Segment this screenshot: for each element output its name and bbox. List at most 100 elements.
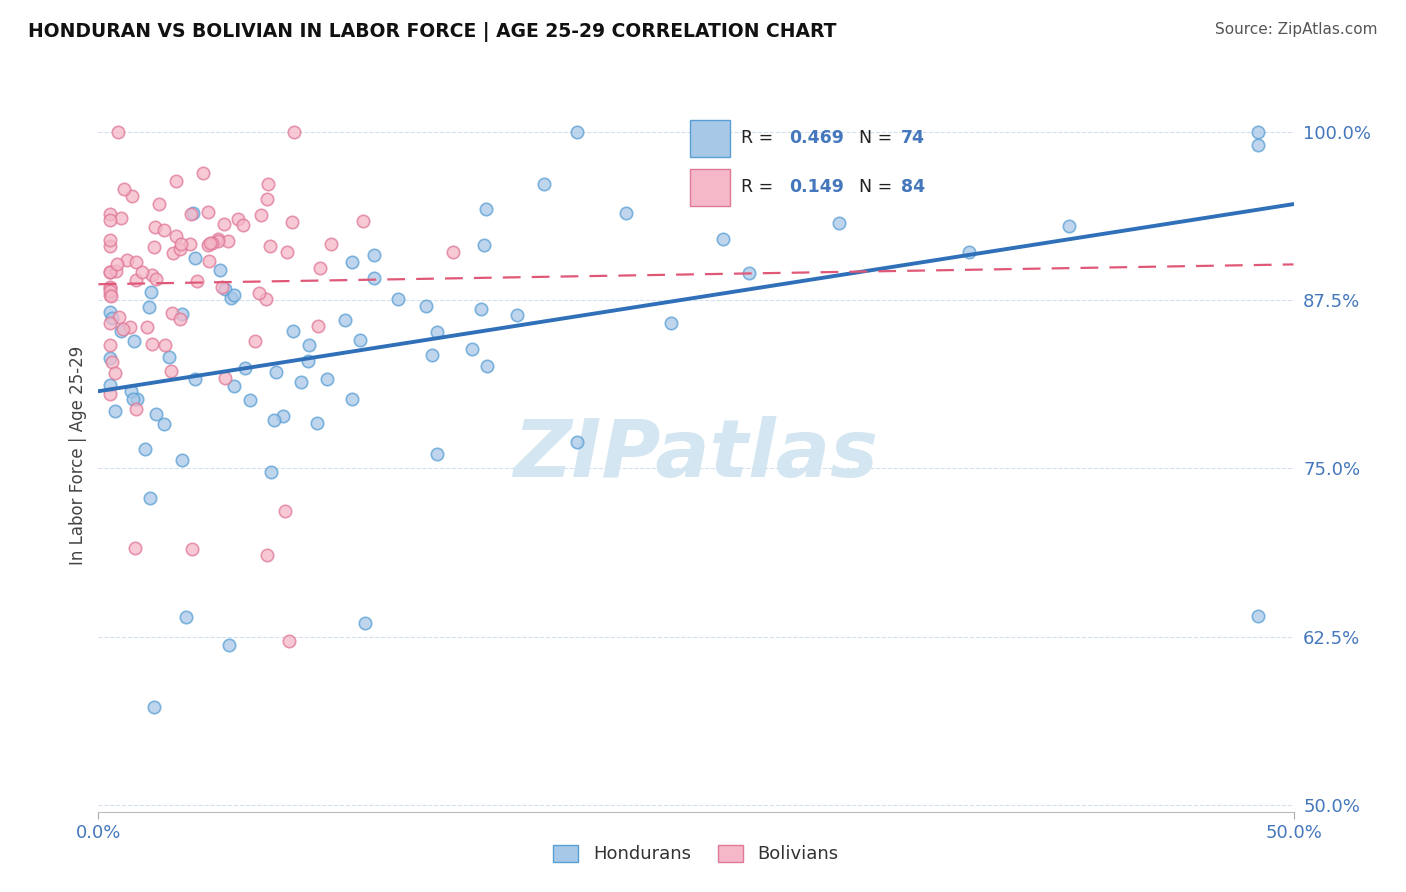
Point — [145, 272, 167, 286]
Point — [125, 255, 148, 269]
Point — [1246, 137, 1268, 152]
Text: 84: 84 — [901, 178, 925, 196]
Point — [98, 207, 122, 221]
Point — [131, 265, 153, 279]
Point — [1246, 609, 1268, 624]
Point — [98, 284, 122, 298]
Point — [110, 211, 132, 225]
Point — [104, 367, 127, 381]
Point — [565, 125, 588, 139]
Point — [120, 384, 142, 399]
Point — [737, 266, 759, 280]
Point — [100, 289, 122, 303]
Point — [134, 442, 156, 456]
Point — [387, 292, 409, 306]
Point — [415, 299, 437, 313]
Point — [224, 379, 246, 393]
Point — [298, 338, 321, 352]
FancyBboxPatch shape — [690, 120, 730, 157]
Point — [98, 233, 122, 247]
Text: N =: N = — [859, 129, 898, 147]
Point — [183, 206, 205, 220]
Point — [197, 238, 219, 252]
Point — [659, 316, 682, 330]
Point — [191, 166, 214, 180]
Point — [108, 310, 131, 325]
Point — [98, 264, 122, 278]
Point — [121, 189, 143, 203]
Point — [107, 125, 129, 139]
Point — [441, 244, 464, 259]
Point — [179, 237, 201, 252]
Point — [165, 229, 187, 244]
Point — [233, 360, 256, 375]
Point — [264, 365, 287, 379]
Point — [122, 392, 145, 406]
Point — [263, 413, 285, 427]
Point — [260, 465, 283, 479]
Point — [181, 541, 204, 556]
Point — [472, 237, 495, 252]
Point — [256, 192, 278, 206]
Text: N =: N = — [859, 178, 898, 196]
Point — [153, 417, 176, 431]
Point — [219, 291, 242, 305]
Text: 74: 74 — [901, 129, 925, 147]
Point — [197, 205, 219, 219]
Point — [319, 237, 342, 252]
Point — [170, 307, 193, 321]
Point — [533, 177, 555, 191]
Point — [217, 234, 239, 248]
Point — [112, 181, 135, 195]
Point — [214, 217, 236, 231]
Text: Source: ZipAtlas.com: Source: ZipAtlas.com — [1215, 22, 1378, 37]
Point — [209, 263, 232, 277]
Point — [98, 212, 122, 227]
Point — [222, 288, 245, 302]
Point — [207, 235, 229, 249]
Point — [141, 337, 163, 351]
Point — [211, 280, 233, 294]
Point — [218, 638, 240, 652]
Point — [98, 239, 122, 253]
Point — [105, 264, 128, 278]
Point — [283, 125, 305, 139]
Point — [169, 312, 191, 326]
Point — [124, 273, 146, 287]
Point — [98, 280, 122, 294]
Point — [201, 235, 224, 250]
Point — [110, 324, 132, 338]
Point — [124, 541, 146, 555]
Point — [98, 287, 122, 301]
Point — [143, 220, 166, 235]
Point — [98, 378, 122, 392]
Point — [155, 337, 177, 351]
Point — [276, 244, 298, 259]
Point — [957, 245, 980, 260]
Point — [707, 126, 730, 140]
Point — [170, 236, 193, 251]
Point — [165, 174, 187, 188]
Text: R =: R = — [741, 178, 779, 196]
Point — [139, 285, 162, 299]
Point — [186, 274, 208, 288]
Point — [349, 333, 371, 347]
Point — [239, 392, 262, 407]
Point — [157, 350, 180, 364]
Point — [162, 246, 184, 260]
Point — [174, 609, 197, 624]
Point — [98, 280, 122, 294]
Point — [159, 364, 181, 378]
Point — [711, 232, 734, 246]
Point — [98, 387, 122, 401]
Point — [142, 699, 165, 714]
Text: HONDURAN VS BOLIVIAN IN LABOR FORCE | AGE 25-29 CORRELATION CHART: HONDURAN VS BOLIVIAN IN LABOR FORCE | AG… — [28, 22, 837, 42]
Point — [122, 334, 145, 348]
Point — [207, 232, 229, 246]
Point — [98, 351, 122, 366]
Point — [426, 326, 449, 340]
Point — [101, 311, 124, 326]
Point — [342, 254, 364, 268]
Text: 0.469: 0.469 — [789, 129, 844, 147]
Point — [98, 265, 122, 279]
